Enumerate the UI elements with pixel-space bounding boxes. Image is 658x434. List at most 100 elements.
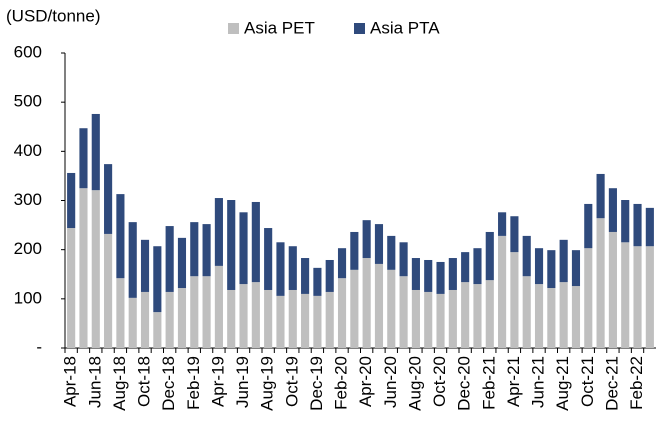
y-tick-label: 500 [14, 92, 42, 111]
x-tick-label: Feb-19 [184, 356, 203, 410]
bar-segment [227, 200, 236, 290]
bar-segment [448, 258, 457, 290]
bar-segment [79, 188, 88, 348]
bar-segment [596, 218, 605, 348]
x-tick-label: Jun-21 [529, 356, 548, 408]
y-tick-label: 100 [14, 288, 42, 307]
bar-segment [399, 242, 408, 277]
x-tick-label: Aug-21 [553, 356, 572, 411]
bar-segment [522, 276, 531, 348]
legend-label: Asia PET [244, 18, 315, 37]
bar-segment [584, 248, 593, 348]
x-tick-label: Feb-20 [332, 356, 351, 410]
bar-segment [165, 226, 174, 292]
bar-segment [424, 259, 433, 292]
bar-segment [608, 188, 617, 232]
bar-segment [534, 248, 544, 285]
y-tick-label: 600 [14, 42, 42, 61]
bar-segment [559, 239, 568, 283]
bar-segment [522, 235, 531, 277]
bar-segment [313, 267, 322, 296]
bar-segment [411, 289, 420, 348]
bar-segment [67, 172, 76, 229]
legend-swatch [228, 23, 239, 34]
bar-segment [79, 128, 88, 189]
bar-segment [264, 289, 273, 348]
bar-segment [621, 242, 630, 348]
bar-segment [190, 222, 199, 277]
x-tick-label: Oct-18 [135, 356, 154, 407]
bar-segment [91, 190, 100, 348]
bar-segment [596, 173, 605, 219]
bar-segment [485, 231, 494, 281]
bar-segment [140, 239, 150, 292]
bar-segment [350, 269, 359, 348]
bar-segment [424, 291, 433, 348]
bar-segment [276, 295, 285, 348]
x-tick-label: Dec-18 [159, 356, 178, 411]
bar-segment [374, 224, 384, 264]
y-tick-label: - [36, 337, 42, 356]
bar-segment [325, 259, 334, 292]
bar-segment [104, 233, 113, 348]
bar-segment [214, 198, 223, 266]
bar-segment [251, 201, 260, 283]
bar-segment [633, 203, 642, 247]
x-tick-label: Aug-19 [258, 356, 277, 411]
bar-segment [301, 293, 310, 348]
bar-segment [313, 295, 322, 348]
bar-segment [608, 231, 617, 348]
x-tick-label: Oct-21 [578, 356, 597, 407]
bar-segment [498, 212, 507, 236]
bar-segment [104, 164, 113, 234]
bar-segment [239, 212, 248, 285]
bar-segment [202, 276, 211, 348]
legend-swatch [354, 23, 365, 34]
bar-segment [128, 297, 137, 348]
bar-segment [645, 246, 654, 348]
bar-segment [276, 242, 285, 296]
bar-segment [461, 252, 470, 283]
legend-label: Asia PTA [370, 18, 440, 37]
x-tick-label: Feb-22 [627, 356, 646, 410]
bar-segment [337, 248, 347, 279]
bar-segment [153, 246, 162, 313]
bar-segment [350, 231, 359, 270]
bar-segment [116, 278, 125, 348]
x-tick-label: Dec-19 [307, 356, 326, 411]
bar-segment [571, 250, 581, 287]
x-tick-label: Apr-18 [61, 356, 80, 407]
x-tick-label: Feb-21 [479, 356, 498, 410]
bar-segment [214, 265, 223, 348]
bar-segment [547, 288, 556, 348]
bar-segment [288, 289, 297, 348]
bar-segment [485, 280, 494, 348]
bar-segment [510, 216, 519, 253]
x-tick-label: Aug-18 [110, 356, 129, 411]
bar-segment [473, 248, 482, 285]
x-tick-label: Dec-21 [602, 356, 621, 411]
bar-segment [116, 194, 125, 279]
x-tick-label: Dec-20 [455, 356, 474, 411]
bar-segment [547, 250, 556, 289]
bar-segment [399, 276, 408, 348]
bar-segment [534, 284, 544, 348]
bar-segment [337, 278, 347, 348]
bar-segment [362, 258, 371, 348]
x-tick-label: Aug-20 [405, 356, 424, 411]
bar-segment [473, 284, 482, 348]
x-tick-label: Apr-19 [208, 356, 227, 407]
bar-segment [510, 252, 519, 348]
bar-segment [288, 246, 297, 290]
bar-segment [571, 286, 581, 348]
legend: Asia PET Asia PTA [228, 18, 440, 37]
bar-segment [387, 235, 396, 270]
bar-segment [498, 235, 507, 348]
bar-segment [190, 276, 199, 348]
bar-segment [633, 246, 642, 348]
x-tick-label: Apr-20 [356, 356, 375, 407]
bar-segment [448, 289, 457, 348]
bar-segment [461, 282, 470, 348]
bar-segment [128, 222, 137, 298]
